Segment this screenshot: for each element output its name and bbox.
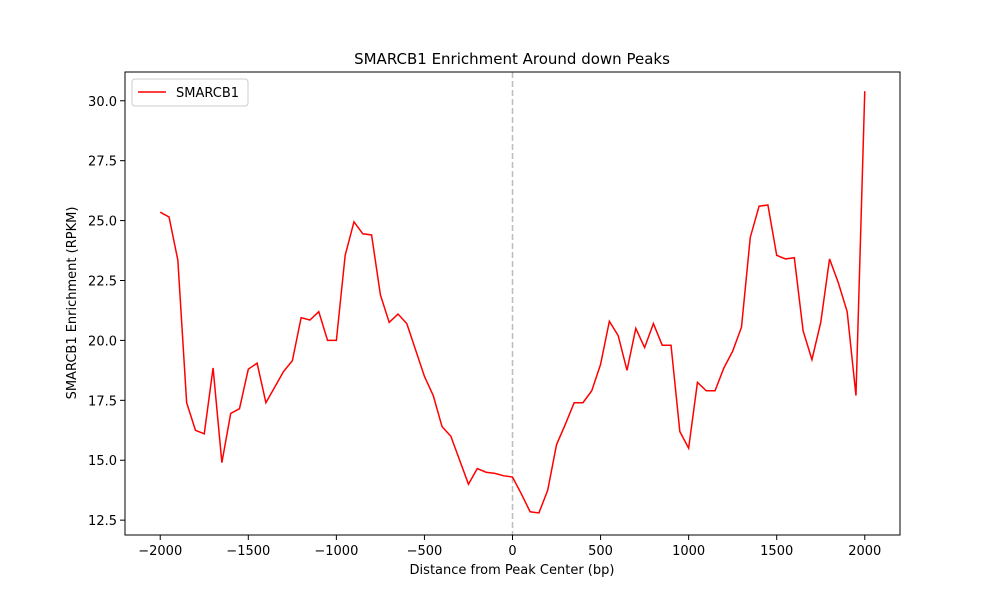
x-tick-label: −2000 [138,544,182,559]
plot-frame [124,71,901,536]
x-tick-label: −1500 [226,544,270,559]
y-tick-label: 17.5 [88,394,117,409]
x-tick-label: −500 [407,544,443,559]
y-tick-label: 22.5 [88,274,117,289]
x-tick-label: 0 [508,544,516,559]
y-tick-label: 12.5 [88,514,117,529]
y-tick-label: 25.0 [88,215,117,230]
y-tick-label: 15.0 [88,454,117,469]
y-tick-label: 30.0 [88,95,117,110]
x-tick-label: 1500 [760,544,793,559]
y-tick-label: 20.0 [88,334,117,349]
x-axis-label: Distance from Peak Center (bp) [410,563,615,578]
x-tick-label: 1000 [672,544,705,559]
legend-box [131,78,249,107]
y-axis-label: SMARCB1 Enrichment (RPKM) [65,207,80,400]
chart-title: SMARCB1 Enrichment Around down Peaks [354,50,670,68]
legend-label: SMARCB1 [176,86,239,101]
y-tick-label: 27.5 [88,155,117,170]
x-tick-label: 2000 [848,544,881,559]
x-tick-label: 500 [588,544,613,559]
x-tick-label: −1000 [314,544,358,559]
data-line [159,91,866,514]
